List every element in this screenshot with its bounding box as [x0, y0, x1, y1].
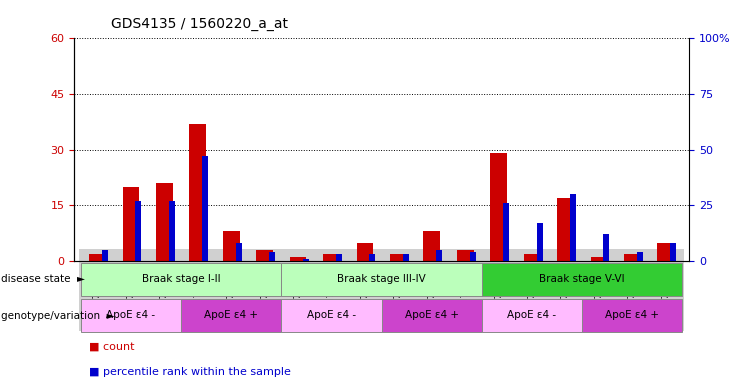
Text: ■ count: ■ count	[89, 341, 134, 352]
Bar	[256, 250, 273, 261]
Bar	[482, 263, 682, 296]
Bar	[624, 254, 641, 261]
Text: ■ percentile rank within the sample: ■ percentile rank within the sample	[89, 366, 290, 377]
Text: ApoE ε4 +: ApoE ε4 +	[605, 310, 659, 320]
Bar	[671, 243, 677, 261]
Text: ApoE ε4 +: ApoE ε4 +	[205, 310, 258, 320]
Text: disease state  ►: disease state ►	[1, 274, 84, 285]
Bar	[657, 243, 674, 261]
Bar	[81, 263, 282, 296]
Text: ApoE ε4 -: ApoE ε4 -	[107, 310, 156, 320]
Text: genotype/variation  ►: genotype/variation ►	[1, 311, 114, 321]
Bar	[89, 254, 106, 261]
Bar	[122, 187, 139, 261]
Bar	[181, 300, 282, 332]
Bar	[456, 250, 473, 261]
Bar	[302, 259, 308, 261]
Bar	[223, 232, 239, 261]
Bar	[336, 255, 342, 261]
Bar	[290, 257, 307, 261]
Bar	[403, 255, 409, 261]
Bar	[190, 124, 206, 261]
Bar	[503, 203, 509, 261]
Bar	[382, 300, 482, 332]
Text: Braak stage V-VI: Braak stage V-VI	[539, 274, 625, 284]
Bar	[356, 243, 373, 261]
Bar	[269, 252, 275, 261]
Bar	[156, 183, 173, 261]
Bar	[236, 243, 242, 261]
Text: ApoE ε4 -: ApoE ε4 -	[508, 310, 556, 320]
Bar	[603, 234, 609, 261]
Bar	[536, 223, 542, 261]
Bar	[491, 154, 507, 261]
Bar	[637, 252, 643, 261]
Text: Braak stage III-IV: Braak stage III-IV	[337, 274, 426, 284]
Bar	[282, 263, 482, 296]
Bar	[323, 254, 340, 261]
Bar	[557, 198, 574, 261]
Bar	[591, 257, 607, 261]
Text: Braak stage I-II: Braak stage I-II	[142, 274, 220, 284]
Bar	[81, 300, 181, 332]
Bar	[470, 252, 476, 261]
Bar	[524, 254, 540, 261]
Bar	[436, 250, 442, 261]
Bar	[370, 255, 376, 261]
Bar	[169, 201, 175, 261]
Bar	[582, 300, 682, 332]
Bar	[202, 156, 208, 261]
Bar	[570, 194, 576, 261]
Bar	[482, 300, 582, 332]
Bar	[390, 254, 407, 261]
Bar	[102, 250, 108, 261]
Text: GDS4135 / 1560220_a_at: GDS4135 / 1560220_a_at	[111, 17, 288, 31]
Text: ApoE ε4 +: ApoE ε4 +	[405, 310, 459, 320]
Bar	[136, 201, 142, 261]
Bar	[282, 300, 382, 332]
Bar	[423, 232, 440, 261]
Text: ApoE ε4 -: ApoE ε4 -	[307, 310, 356, 320]
